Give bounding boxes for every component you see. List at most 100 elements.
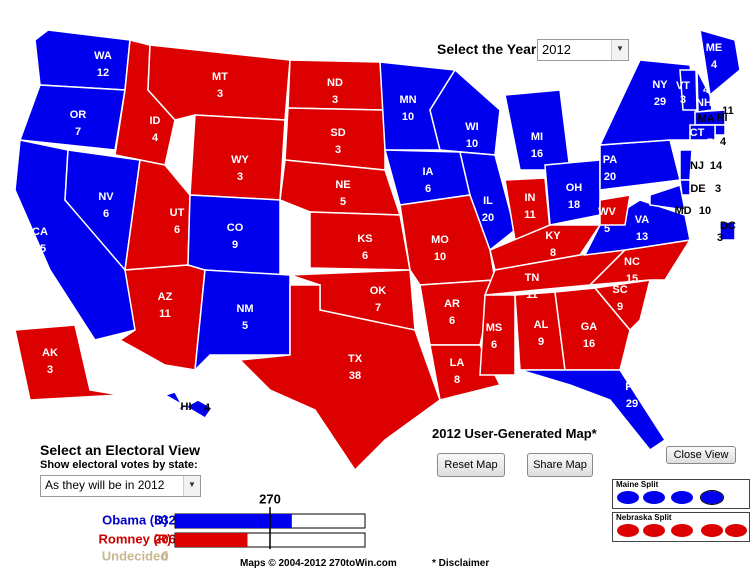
district[interactable] [643,524,665,537]
district[interactable] [725,524,747,537]
state-votes: 18 [568,199,580,211]
state-votes: 7 [707,137,713,149]
view-select[interactable]: As they will be in 2012 ▼ [40,475,201,497]
candidate-name: Obama (D) [102,512,168,527]
threshold-label: 270 [259,491,281,506]
share-button[interactable]: Share Map [527,453,593,477]
state[interactable] [479,294,516,376]
view-value: As they will be in 2012 [45,478,165,492]
state-abbr: IA [423,166,434,178]
state[interactable] [599,194,631,226]
state[interactable] [699,28,741,97]
district[interactable] [643,491,665,504]
state-votes: 6 [425,183,431,195]
state-abbr: MA [697,113,714,125]
state[interactable] [14,324,121,401]
district[interactable] [671,491,693,504]
district[interactable] [700,490,724,505]
view-subtitle: Show electoral votes by state: [40,459,198,471]
state[interactable] [583,199,691,256]
state-votes: 4 [720,136,727,148]
vote-bar [175,533,248,547]
state-abbr: AK [42,347,58,359]
state[interactable] [163,391,214,420]
dropdown-arrow: ▼ [611,40,628,60]
state[interactable] [429,68,501,156]
state-votes: 11 [159,308,171,320]
state-abbr: IN [525,192,536,204]
state-votes: 6 [491,339,497,351]
state-abbr: WI [465,121,478,133]
state[interactable] [719,221,736,241]
state[interactable] [18,84,126,151]
state[interactable] [714,124,726,136]
state-votes: 6 [449,315,455,327]
state[interactable] [187,194,281,276]
state-votes: 15 [626,273,638,285]
split-title: Nebraska Split [616,513,672,522]
state-abbr: VT [676,80,690,92]
district[interactable] [617,491,639,504]
state-votes: 29 [654,96,666,108]
state-abbr: RI [717,112,728,124]
year-select[interactable]: 2012 ▼ [537,39,629,61]
state-votes: 3 [717,232,723,244]
state[interactable] [519,369,667,452]
state-abbr: KS [357,233,372,245]
state-abbr: AZ [158,291,173,303]
state-abbr: HI [181,401,192,413]
state-abbr: ME [706,42,723,54]
state[interactable] [696,69,713,113]
state-votes: 3 [237,171,243,183]
state-abbr: LA [450,357,465,369]
state-abbr: UT [170,207,185,219]
state-abbr: OR [70,109,87,121]
state[interactable] [689,124,716,141]
close-view-button[interactable]: Close View [666,446,736,464]
state-abbr: MD [674,205,691,217]
state-abbr: NV [98,191,114,203]
state[interactable] [284,107,386,171]
state-abbr: ND [327,77,343,89]
state-votes: 14 [710,160,723,172]
state[interactable] [588,239,692,286]
split-title: Maine Split [616,480,659,489]
state-votes: 5 [242,320,248,332]
state-votes: 3 [47,364,53,376]
state[interactable] [194,269,291,373]
state-abbr: TN [525,272,540,284]
state-votes: 8 [454,374,460,386]
state-votes: 6 [362,250,368,262]
nebraska-split: Nebraska Split [612,512,750,542]
state[interactable] [489,224,602,271]
state-votes: 3 [680,94,686,106]
district[interactable] [701,524,723,537]
state-abbr: CT [690,127,705,139]
candidate-name: Romney (R) [99,531,172,546]
state-votes: 4 [204,402,211,414]
district[interactable] [617,524,639,537]
state-votes: 11 [524,209,536,221]
state-votes: 6 [103,208,109,220]
disclaimer[interactable]: * Disclaimer [432,558,490,569]
year-value: 2012 [542,42,571,57]
state[interactable] [649,184,686,211]
candidate-votes: 332 [154,512,176,527]
map-title: 2012 User-Generated Map* [432,426,597,441]
reset-button[interactable]: Reset Map [437,453,505,477]
state-abbr: NM [236,303,253,315]
state-votes: 3 [332,94,338,106]
vote-bar [175,514,292,528]
state[interactable] [593,279,651,332]
state[interactable] [679,69,698,111]
state-abbr: NH [696,97,712,109]
state-abbr: MO [431,234,449,246]
state[interactable] [459,151,516,252]
state[interactable] [238,284,441,472]
state[interactable] [34,29,131,91]
candidate-votes: 206 [154,531,176,546]
candidate-name: Undecided [102,548,169,563]
district[interactable] [671,524,693,537]
